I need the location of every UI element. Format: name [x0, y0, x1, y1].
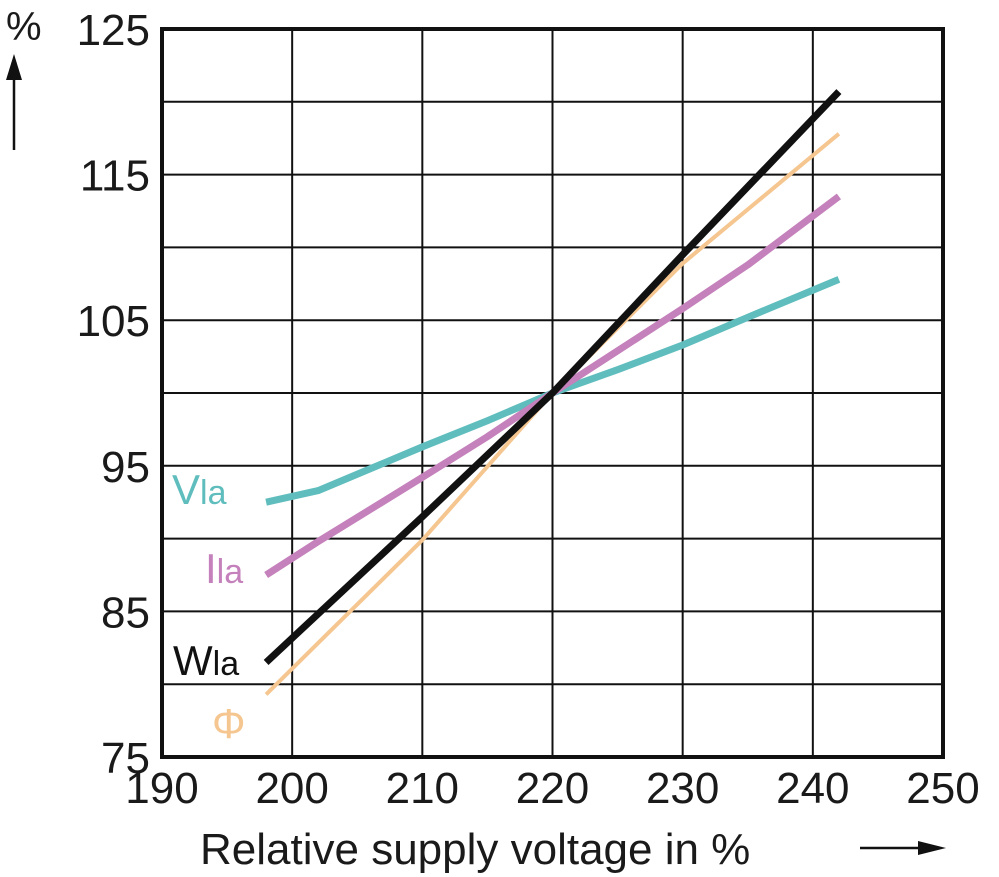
series-label-v: Vla: [172, 466, 227, 513]
x-tick-label: 220: [516, 764, 589, 813]
series-labels: Vla Ila Wla Φ: [172, 466, 246, 747]
series-line-w: [263, 89, 842, 665]
plot-frame: [160, 27, 945, 759]
grid: [162, 29, 943, 757]
series-label-i: Ila: [205, 545, 243, 592]
x-axis-label: Relative supply voltage in %: [200, 825, 750, 874]
x-tick-label: 210: [386, 764, 459, 813]
y-axis-arrow: [6, 54, 22, 150]
y-tick-label: 95: [101, 443, 150, 492]
y-tick-label: 105: [77, 297, 150, 346]
x-tick-label: 250: [906, 764, 979, 813]
y-axis-unit-label: %: [6, 5, 42, 49]
y-tick-label: 85: [101, 588, 150, 637]
y-tick-label: 115: [80, 152, 150, 201]
tick-labels: 190 200 210 220 230 240 250 75 85 95 105 115 125: [77, 6, 980, 813]
x-tick-label: 190: [125, 764, 198, 813]
y-tick-label: 75: [101, 734, 150, 783]
x-tick-label: 200: [255, 764, 328, 813]
series-lines: [263, 89, 842, 696]
x-axis-arrow: [860, 841, 946, 855]
series-label-phi: Φ: [212, 700, 246, 747]
x-tick-label: 240: [776, 764, 849, 813]
series-label-w: Wla: [173, 637, 239, 684]
y-tick-label: 125: [77, 6, 150, 55]
x-tick-label: 230: [646, 764, 719, 813]
